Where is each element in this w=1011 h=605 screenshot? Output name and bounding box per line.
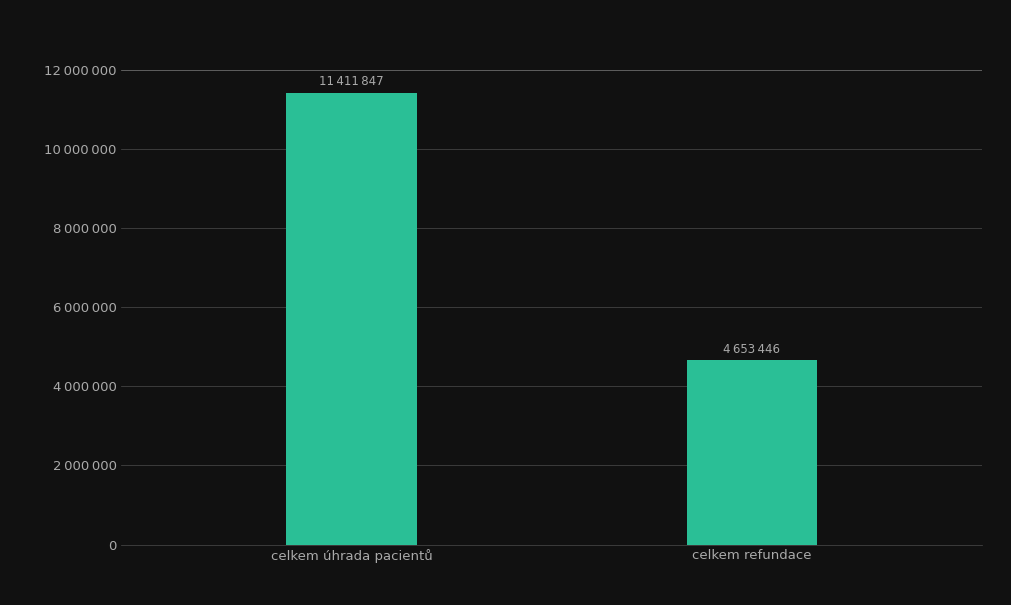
Bar — [685, 361, 816, 544]
Bar — [286, 93, 417, 544]
Text: 4 653 446: 4 653 446 — [723, 342, 779, 356]
Text: 11 411 847: 11 411 847 — [318, 76, 383, 88]
